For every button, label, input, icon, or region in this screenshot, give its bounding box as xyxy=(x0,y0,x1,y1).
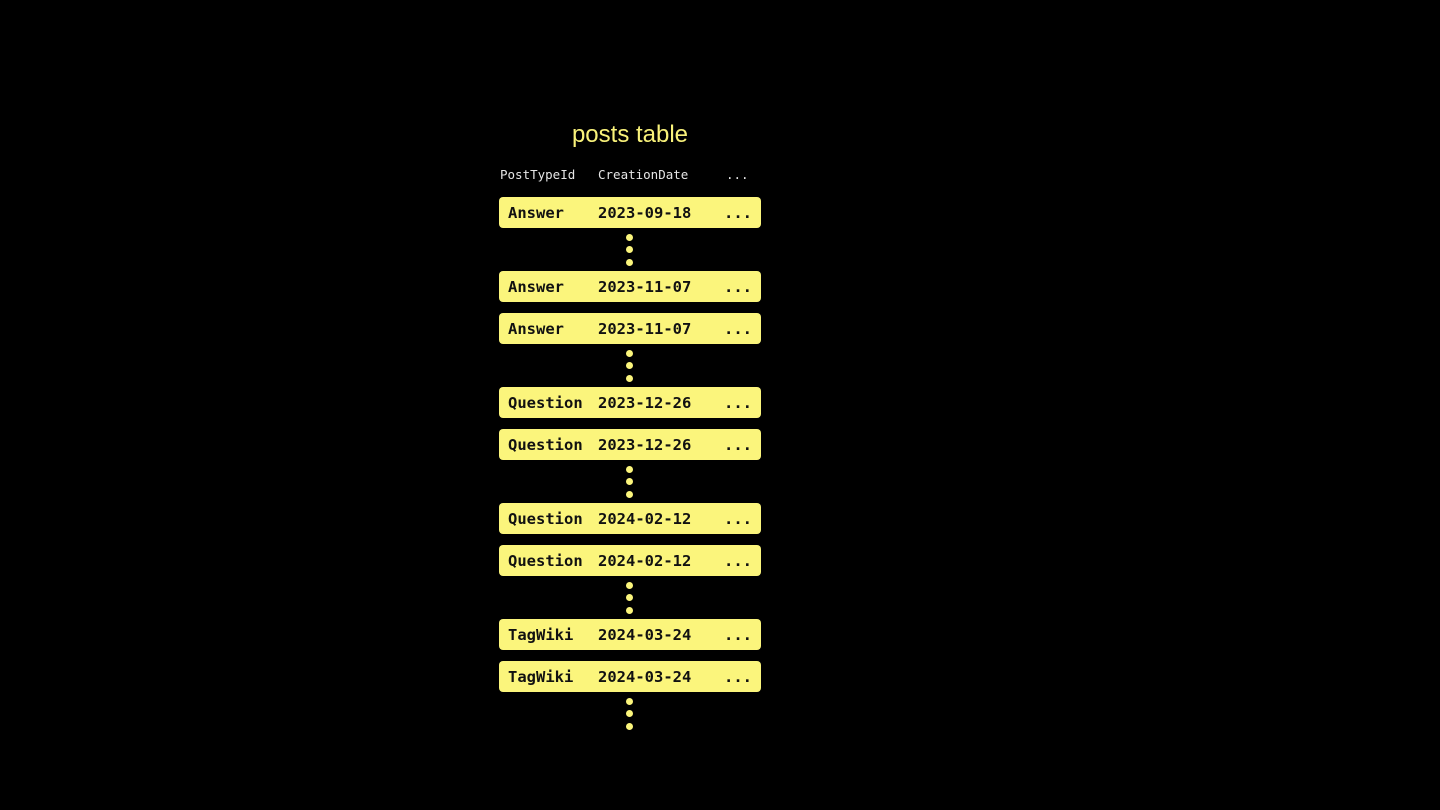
cell-posttypeid: Answer xyxy=(508,204,564,222)
cell-posttypeid: Answer xyxy=(508,320,564,338)
ellipsis-dot xyxy=(626,607,633,614)
table-row: TagWiki 2024-03-24... xyxy=(499,619,761,650)
cell-posttypeid: Answer xyxy=(508,278,564,296)
table-row: Answer 2023-09-18... xyxy=(499,197,761,228)
cell-creationdate: 2023-09-18 xyxy=(598,204,692,222)
table-row: Answer 2023-11-07... xyxy=(499,271,761,302)
cell-more: ... xyxy=(724,278,752,296)
table-row: TagWiki 2024-03-24... xyxy=(499,661,761,692)
cell-more: ... xyxy=(724,204,752,222)
column-header-posttypeid: PostTypeId xyxy=(500,167,576,182)
cell-creationdate: 2023-11-07 xyxy=(598,320,692,338)
ellipsis-dot xyxy=(626,478,633,485)
table-row: Answer 2023-11-07... xyxy=(499,313,761,344)
table-row: Question 2023-12-26... xyxy=(499,387,761,418)
cell-creationdate: 2024-03-24 xyxy=(598,668,692,686)
table-row: Question 2024-02-12... xyxy=(499,503,761,534)
cell-more: ... xyxy=(724,668,752,686)
column-header-creationdate: CreationDate xyxy=(598,167,689,182)
cell-posttypeid: Question xyxy=(508,552,583,570)
cell-creationdate: 2024-02-12 xyxy=(598,510,692,528)
cell-posttypeid: TagWiki xyxy=(508,668,574,686)
ellipsis-dot xyxy=(626,375,633,382)
cell-posttypeid: Question xyxy=(508,510,583,528)
ellipsis-dot xyxy=(626,466,633,473)
cell-more: ... xyxy=(724,552,752,570)
ellipsis-dot xyxy=(626,491,633,498)
cell-posttypeid: Question xyxy=(508,436,583,454)
ellipsis-dot xyxy=(626,362,633,369)
column-header-more: ... xyxy=(726,167,749,182)
table-row: Question 2023-12-26... xyxy=(499,429,761,460)
cell-creationdate: 2024-02-12 xyxy=(598,552,692,570)
ellipsis-dot xyxy=(626,234,633,241)
ellipsis-dot xyxy=(626,582,633,589)
cell-posttypeid: Question xyxy=(508,394,583,412)
ellipsis-dot xyxy=(626,594,633,601)
vertical-ellipsis-icon xyxy=(499,228,761,271)
cell-more: ... xyxy=(724,510,752,528)
ellipsis-dot xyxy=(626,259,633,266)
cell-creationdate: 2023-11-07 xyxy=(598,278,692,296)
cell-creationdate: 2023-12-26 xyxy=(598,394,692,412)
ellipsis-dot xyxy=(626,710,633,717)
ellipsis-dot xyxy=(626,350,633,357)
cell-more: ... xyxy=(724,320,752,338)
column-headers: PostTypeId CreationDate ... xyxy=(499,167,761,185)
diagram-title: posts table xyxy=(571,121,689,148)
ellipsis-dot xyxy=(626,246,633,253)
cell-more: ... xyxy=(724,436,752,454)
cell-creationdate: 2023-12-26 xyxy=(598,436,692,454)
cell-creationdate: 2024-03-24 xyxy=(598,626,692,644)
vertical-ellipsis-icon xyxy=(499,460,761,503)
ellipsis-dot xyxy=(626,723,633,730)
cell-more: ... xyxy=(724,394,752,412)
vertical-ellipsis-icon xyxy=(499,344,761,387)
cell-posttypeid: TagWiki xyxy=(508,626,574,644)
table-row: Question 2024-02-12... xyxy=(499,545,761,576)
table-rows: Answer 2023-09-18... Answer 2023-11-07... An… xyxy=(499,197,761,735)
vertical-ellipsis-icon xyxy=(499,692,761,735)
vertical-ellipsis-icon xyxy=(499,576,761,619)
ellipsis-dot xyxy=(626,698,633,705)
cell-more: ... xyxy=(724,626,752,644)
